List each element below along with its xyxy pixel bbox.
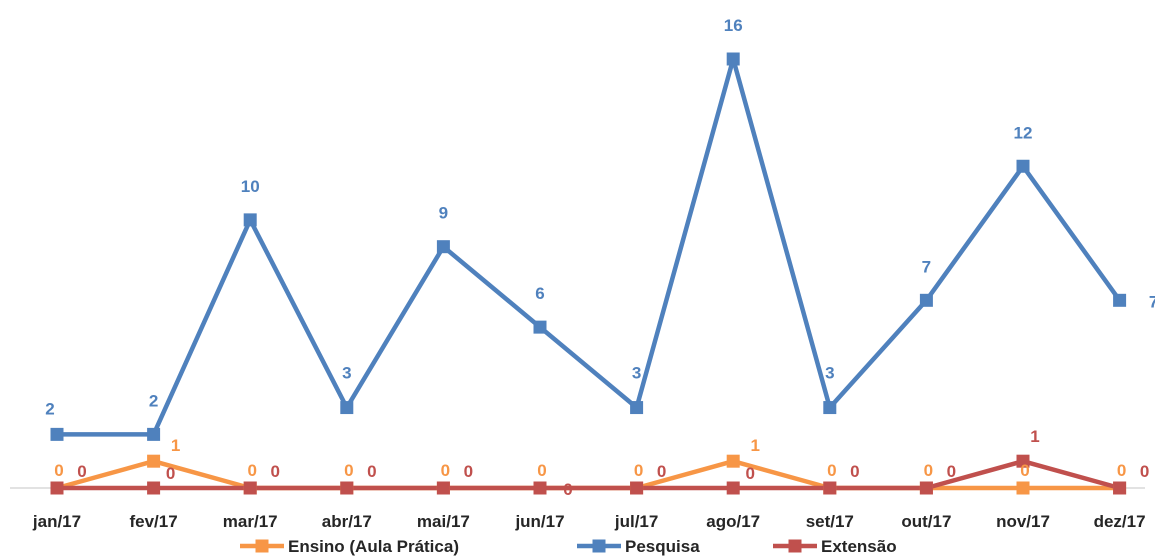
series-1-marker-5 xyxy=(533,320,547,334)
series-0-marker-10 xyxy=(1016,481,1030,495)
x-tick-label-3: abr/17 xyxy=(322,512,372,531)
series-1-data-label-3: 3 xyxy=(342,364,351,383)
series-1-marker-1 xyxy=(147,427,161,441)
series-2-marker-10 xyxy=(1016,454,1030,468)
series-2-marker-7 xyxy=(726,481,740,495)
series-1-data-label-8: 3 xyxy=(825,364,834,383)
series-0-data-label-4: 0 xyxy=(441,461,450,480)
series-line-0 xyxy=(54,458,1122,491)
x-tick-labels: jan/17 fev/17 mar/17 abr/17 mai/17 jun/17 jul/… xyxy=(32,512,1146,531)
series-0-data-label-9: 0 xyxy=(924,461,933,480)
legend-swatch-marker-2 xyxy=(788,539,802,553)
legend-swatch-marker-1 xyxy=(592,539,606,553)
x-tick-label-8: set/17 xyxy=(806,512,854,531)
series-1-marker-8 xyxy=(823,401,837,415)
x-tick-label-6: jul/17 xyxy=(614,512,658,531)
series-1-marker-6 xyxy=(630,401,644,415)
series-1-marker-9 xyxy=(919,293,933,307)
legend: Ensino (Aula Prática) Pesquisa Extensão xyxy=(240,537,897,556)
series-2-data-label-5: 0 xyxy=(563,480,572,499)
series-line-1 xyxy=(54,56,1122,437)
series-2-data-label-9: 0 xyxy=(947,462,956,481)
x-tick-label-10: nov/17 xyxy=(996,512,1050,531)
series-2-marker-6 xyxy=(630,481,644,495)
legend-label-2: Extensão xyxy=(821,537,897,556)
x-tick-label-9: out/17 xyxy=(901,512,951,531)
series-0-data-label-8: 0 xyxy=(827,461,836,480)
series-0-data-label-3: 0 xyxy=(344,461,353,480)
series-1-data-label-0: 2 xyxy=(45,399,54,418)
series-1-data-label-7: 16 xyxy=(724,16,743,35)
x-tick-label-7: ago/17 xyxy=(706,512,760,531)
x-tick-label-11: dez/17 xyxy=(1094,512,1146,531)
series-1-marker-11 xyxy=(1113,293,1127,307)
series-2-data-label-8: 0 xyxy=(850,462,859,481)
series-2-data-label-11: 0 xyxy=(1140,462,1149,481)
series-1-data-label-9: 7 xyxy=(922,257,931,276)
legend-label-0: Ensino (Aula Prática) xyxy=(288,537,459,556)
series-1-data-label-11: 7 xyxy=(1149,292,1155,311)
series-1-marker-2 xyxy=(243,213,257,227)
series-2-data-label-2: 0 xyxy=(270,462,279,481)
series-1-marker-10 xyxy=(1016,159,1030,173)
series-2-marker-1 xyxy=(147,481,161,495)
series-lines xyxy=(54,56,1122,491)
series-1-data-label-2: 10 xyxy=(241,177,260,196)
series-0-data-label-0: 0 xyxy=(54,461,63,480)
x-tick-label-5: jun/17 xyxy=(514,512,564,531)
series-2-data-label-6: 0 xyxy=(657,462,666,481)
series-2-marker-5 xyxy=(533,481,547,495)
legend-label-1: Pesquisa xyxy=(625,537,700,556)
legend-swatch-marker-0 xyxy=(255,539,269,553)
x-tick-label-2: mar/17 xyxy=(223,512,278,531)
series-0-data-label-1: 1 xyxy=(171,436,180,455)
series-markers xyxy=(50,52,1127,495)
series-0-data-label-10: 0 xyxy=(1020,461,1029,480)
series-0-data-label-2: 0 xyxy=(247,461,256,480)
series-1-data-label-4: 9 xyxy=(439,204,448,223)
series-1-marker-0 xyxy=(50,427,64,441)
series-1-marker-4 xyxy=(436,240,450,254)
series-1-data-label-5: 6 xyxy=(535,284,544,303)
series-1-marker-3 xyxy=(340,401,354,415)
series-0-data-label-11: 0 xyxy=(1117,461,1126,480)
series-0-data-label-6: 0 xyxy=(634,461,643,480)
series-2-data-label-7: 0 xyxy=(745,464,754,483)
series-0-marker-7 xyxy=(726,454,740,468)
series-2-marker-8 xyxy=(823,481,837,495)
series-2-marker-4 xyxy=(436,481,450,495)
x-tick-label-1: fev/17 xyxy=(129,512,177,531)
series-0-marker-1 xyxy=(147,454,161,468)
series-2-data-label-1: 0 xyxy=(166,464,175,483)
series-2-marker-9 xyxy=(919,481,933,495)
series-2-marker-2 xyxy=(243,481,257,495)
x-tick-label-0: jan/17 xyxy=(32,512,81,531)
series-1-data-label-6: 3 xyxy=(632,364,641,383)
series-2-data-label-10: 1 xyxy=(1030,427,1039,446)
series-2-marker-11 xyxy=(1113,481,1127,495)
series-1-data-label-1: 2 xyxy=(149,391,158,410)
series-0-data-label-5: 0 xyxy=(537,461,546,480)
series-2-data-label-3: 0 xyxy=(367,462,376,481)
series-2-data-label-0: 0 xyxy=(77,462,86,481)
series-line-2 xyxy=(54,458,1122,491)
series-2-data-label-4: 0 xyxy=(464,462,473,481)
series-0-data-label-7: 1 xyxy=(750,436,759,455)
series-1-marker-7 xyxy=(726,52,740,66)
series-2-marker-3 xyxy=(340,481,354,495)
series-2-marker-0 xyxy=(50,481,64,495)
series-1-data-label-10: 12 xyxy=(1014,123,1033,142)
x-tick-label-4: mai/17 xyxy=(417,512,470,531)
